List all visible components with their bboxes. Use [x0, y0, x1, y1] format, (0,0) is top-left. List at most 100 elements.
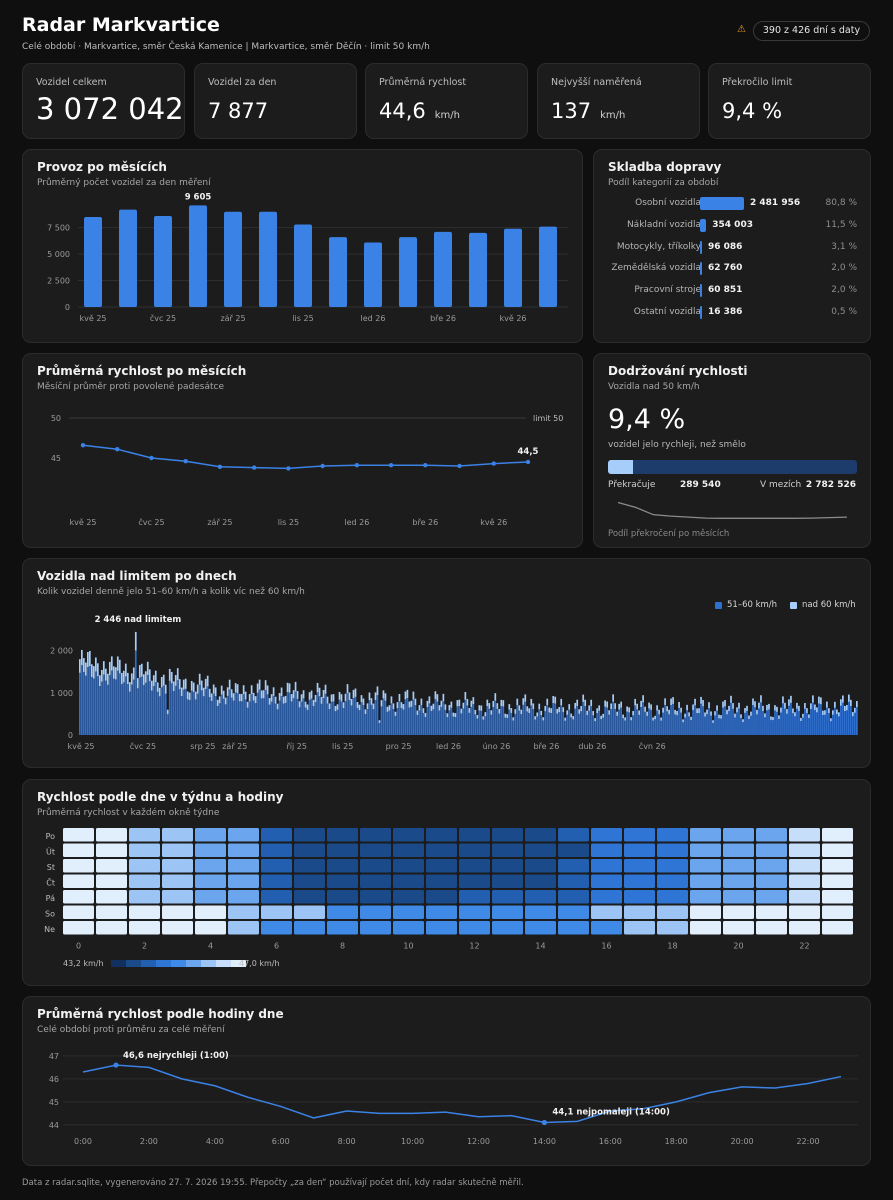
x-tick-label: 8:00: [338, 1137, 356, 1146]
x-tick-label: kvě 25: [69, 518, 96, 527]
bar-over-60: [810, 703, 812, 710]
bar-over-60: [86, 652, 89, 668]
hourly-card: Průměrná rychlost podle hodiny dne Celé …: [22, 996, 871, 1166]
bar-51-60: [218, 703, 221, 735]
hourly-subtitle: Celé období proti průměru za celé měření: [37, 1025, 225, 1035]
bar-over-60: [132, 667, 135, 680]
bar-51-60: [730, 702, 732, 735]
heatmap-cell: [360, 921, 391, 935]
bar-over-60: [726, 709, 728, 715]
heatmap-cell: [558, 905, 589, 919]
bar-51-60: [768, 709, 770, 735]
bar-51-60: [550, 713, 553, 735]
bar-over-60: [514, 709, 517, 714]
compliance-subtitle: Vozidla nad 50 km/h: [608, 382, 700, 392]
bar-over-60: [322, 689, 325, 699]
bar-51-60: [580, 711, 583, 735]
bar-over-60: [360, 695, 363, 703]
bar-51-60: [230, 697, 233, 735]
bar-51-60: [140, 676, 143, 735]
bar-51-60: [98, 686, 101, 735]
bar-51-60: [778, 718, 780, 735]
bar-51-60: [658, 714, 660, 735]
data-point: [217, 464, 223, 469]
bar-over-60: [808, 714, 810, 719]
bar-51-60: [542, 720, 545, 735]
bar-51-60: [396, 708, 399, 735]
bar-over-60: [632, 710, 634, 716]
bar-over-60: [468, 708, 471, 713]
heatmap-cell: [492, 890, 523, 904]
bar-over-60: [582, 694, 585, 702]
bar-51-60: [486, 706, 489, 735]
daily-bars: [79, 631, 858, 735]
bar-51-60: [478, 710, 481, 735]
x-tick-label: 6:00: [272, 1137, 290, 1146]
bar-51-60: [410, 706, 413, 735]
bar-51-60: [352, 698, 355, 735]
bar-over-60: [780, 707, 782, 713]
bar-51-60: [128, 691, 131, 735]
x-tick-label: 2: [142, 942, 147, 951]
bar-51-60: [454, 717, 457, 735]
bar-over-60: [444, 704, 447, 710]
traffic-chart: 0 2 500 5 000 7 500 9 605 kvě 25 čvc 25 zář 25 l…: [47, 192, 568, 323]
bar-51-60: [576, 706, 579, 735]
bar-51-60: [814, 709, 816, 735]
x-tick-label: 16: [601, 942, 611, 951]
heatmap-cell: [129, 874, 160, 888]
heatmap-cell: [624, 921, 655, 935]
heatmap-cell: [426, 890, 457, 904]
bar-51-60: [182, 689, 185, 735]
y-tick-label: 45: [51, 454, 61, 463]
heatmap-cell: [690, 828, 721, 842]
bar-51-60: [532, 709, 535, 735]
bar-over-60: [532, 703, 535, 710]
bar-over-60: [628, 707, 630, 713]
bar-over-60: [194, 691, 197, 700]
bar-over-60: [244, 691, 247, 700]
bar-51-60: [586, 715, 589, 735]
y-tick-label: 2 000: [50, 647, 73, 656]
bar-over-60: [760, 695, 762, 703]
bar-over-60: [832, 710, 834, 715]
bar-51-60: [348, 700, 351, 735]
bar-51-60: [252, 700, 255, 735]
kpi-label: Překročilo limit: [722, 77, 793, 88]
bar-51-60: [640, 706, 642, 735]
heatmap-cell: [624, 859, 655, 873]
bar-over-60: [422, 708, 425, 714]
data-point: [388, 463, 394, 468]
bar-over-60: [404, 691, 407, 700]
bar-over-60: [566, 710, 569, 715]
bar-51-60: [566, 714, 569, 735]
heatmap-cell: [558, 921, 589, 935]
bar-over-60: [830, 718, 832, 722]
heatmap-cell: [426, 843, 457, 857]
bar-over-60: [210, 693, 213, 701]
bar-51-60: [726, 714, 728, 735]
x-tick-label: 14: [535, 942, 545, 951]
bar-over-60: [750, 711, 752, 716]
bar-51-60: [732, 708, 734, 735]
bar: [434, 231, 452, 307]
heatmap-cell: [624, 843, 655, 857]
bar-over-60: [776, 706, 778, 712]
heatmap-cell: [96, 828, 127, 842]
heatmap-cell: [525, 905, 556, 919]
bar-51-60: [700, 703, 702, 735]
bar-over-60: [216, 699, 219, 707]
bar-over-60: [90, 664, 93, 678]
heatmap-cell: [657, 905, 688, 919]
bar-over-60: [302, 690, 305, 699]
heatmap-cell: [360, 890, 391, 904]
y-tick-label: 0: [65, 303, 70, 312]
bar-over-60: [720, 715, 722, 719]
composition-bar: [700, 262, 702, 276]
heatmap-cell: [426, 874, 457, 888]
bar-over-60: [414, 698, 417, 706]
bar-over-60: [784, 702, 786, 709]
bar-over-60: [362, 698, 365, 706]
bar-over-60: [384, 693, 387, 701]
bar-51-60: [228, 689, 231, 735]
